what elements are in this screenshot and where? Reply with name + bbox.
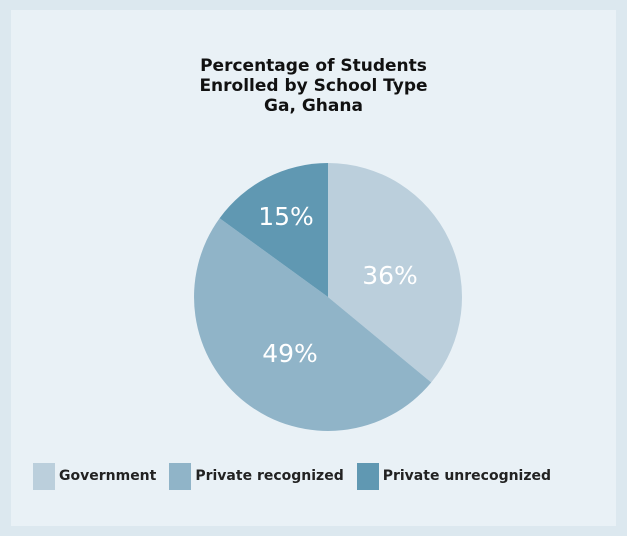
chart-title-line-3: Ga, Ghana	[264, 96, 363, 116]
legend-swatch-government	[33, 462, 55, 490]
slice-label-private-recognized: 49%	[262, 339, 318, 368]
pie-slice-government	[328, 163, 462, 383]
pie-slice-private-recognized	[194, 218, 432, 431]
pie-slice-private-unrecognized	[219, 163, 328, 297]
chart-title-line-2: Enrolled by School Type	[199, 76, 428, 96]
legend-item-private-unrecognized: Private unrecognized	[356, 462, 552, 490]
chart-title: Percentage of Students Enrolled by Schoo…	[0, 56, 627, 116]
legend-item-government: Government	[33, 462, 157, 490]
legend-swatch-private-recognized	[169, 462, 192, 490]
legend-label-private-recognized: Private recognized	[195, 468, 344, 484]
chart-title-line-1: Percentage of Students	[200, 56, 427, 76]
legend-label-private-unrecognized: Private unrecognized	[382, 468, 552, 484]
slice-label-private-unrecognized: 15%	[258, 202, 314, 231]
legend: Government Private recognized Private un…	[33, 462, 564, 490]
legend-swatch-private-unrecognized	[356, 462, 379, 490]
slice-label-government: 36%	[362, 261, 418, 290]
legend-item-private-recognized: Private recognized	[169, 462, 344, 490]
legend-label-government: Government	[59, 468, 157, 484]
